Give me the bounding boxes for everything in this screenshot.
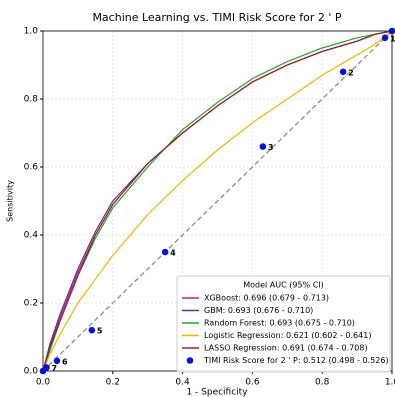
y-tick-label: 0.0 — [24, 367, 39, 377]
x-tick-label: 1.0 — [385, 378, 395, 388]
legend-swatch — [186, 357, 194, 364]
timi-point — [259, 143, 267, 150]
y-tick-label: 0.2 — [24, 299, 38, 309]
point-label: 1 — [390, 34, 395, 43]
timi-point — [388, 27, 395, 35]
y-tick-label: 1.0 — [24, 27, 39, 37]
legend-title: Model AUC (95% CI) — [243, 281, 324, 290]
x-axis-label: 1 - Specificity — [186, 388, 248, 397]
legend-label: TIMI Risk Score for 2 ' P: 0.512 (0.498 … — [203, 356, 389, 365]
chart-title: Machine Learning vs. TIMI Risk Score for… — [92, 11, 341, 24]
y-tick-label: 0.8 — [24, 95, 39, 105]
point-label: 5 — [97, 327, 103, 336]
roc-curve — [42, 30, 393, 372]
x-tick-label: 0.4 — [175, 378, 190, 388]
legend-box — [176, 275, 391, 373]
timi-point — [381, 34, 389, 42]
x-tick-label: 0.6 — [245, 378, 260, 388]
timi-point — [339, 68, 347, 76]
point-label: 7 — [51, 364, 57, 373]
y-tick-label: 0.6 — [24, 163, 39, 173]
x-tick-label: 0.0 — [36, 378, 51, 388]
y-tick-label: 0.4 — [24, 231, 39, 241]
chance-line — [42, 30, 393, 372]
y-axis-label: Sensitivity — [6, 180, 15, 222]
roc-curve — [42, 30, 393, 372]
point-label: 6 — [62, 357, 68, 366]
legend-label: Random Forest: 0.693 (0.675 - 0.710) — [204, 319, 355, 328]
point-label: 2 — [348, 68, 354, 77]
timi-point — [53, 357, 61, 365]
legend-label: GBM: 0.693 (0.676 - 0.710) — [204, 306, 313, 315]
x-tick-label: 0.2 — [106, 378, 120, 388]
timi-point — [43, 364, 50, 371]
point-label: 4 — [170, 249, 176, 258]
legend-label: Logistic Regression: 0.621 (0.602 - 0.64… — [204, 331, 371, 340]
timi-point — [88, 326, 96, 334]
x-tick-label: 0.8 — [315, 378, 330, 388]
legend-label: XGBoost: 0.696 (0.679 - 0.713) — [204, 294, 329, 303]
point-label: 3 — [268, 143, 274, 152]
timi-point — [161, 248, 169, 256]
legend-label: LASSO Regression: 0.691 (0.674 - 0.708) — [204, 344, 368, 353]
